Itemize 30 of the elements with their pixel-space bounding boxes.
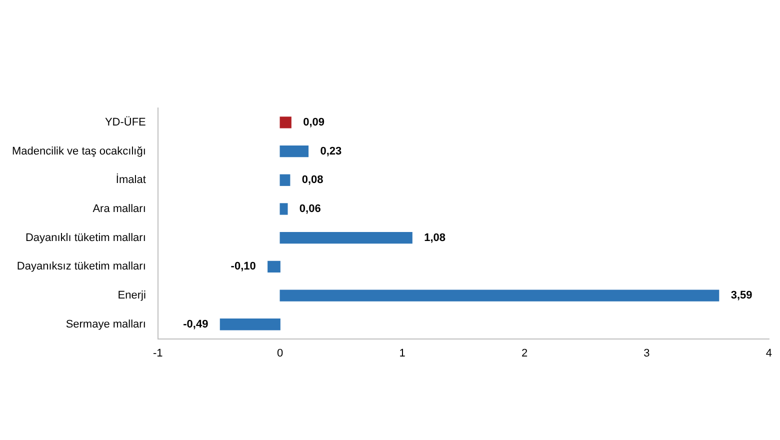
bar [220, 318, 280, 330]
data-label: -0,49 [183, 318, 208, 330]
data-label: -0,10 [230, 260, 256, 273]
x-tick-label: 4 [766, 347, 772, 360]
bar [280, 145, 309, 158]
y-tick-label: Dayanıksız tüketim malları [16, 260, 146, 273]
x-tick-label: 2 [521, 347, 528, 360]
x-tick-label: -1 [153, 347, 163, 360]
y-tick-label: YD-ÜFE [104, 115, 146, 128]
x-tick-label: 3 [644, 347, 650, 360]
data-label: 0,06 [299, 203, 321, 216]
bar [280, 174, 290, 186]
bar [280, 290, 720, 302]
data-label: 0,23 [320, 145, 342, 158]
y-tick-label: Madencilik ve taş ocakcılığı [12, 145, 146, 158]
bar [280, 203, 288, 215]
bar [268, 260, 280, 273]
x-tick-label: 1 [399, 347, 406, 360]
data-label: 0,08 [302, 174, 324, 186]
x-tick-label: 0 [277, 347, 284, 360]
data-label: 1,08 [424, 232, 446, 244]
data-label: 3,59 [730, 290, 752, 302]
y-tick-label: Sermaye malları [66, 318, 146, 330]
data-label: 0,09 [303, 116, 325, 128]
y-tick-label: İmalat [116, 173, 146, 186]
bar [280, 116, 292, 128]
y-tick-label: Ara malları [92, 203, 146, 216]
y-tick-label: Enerji [118, 290, 146, 302]
y-tick-label: Dayanıklı tüketim malları [25, 232, 146, 244]
bar [280, 232, 412, 244]
